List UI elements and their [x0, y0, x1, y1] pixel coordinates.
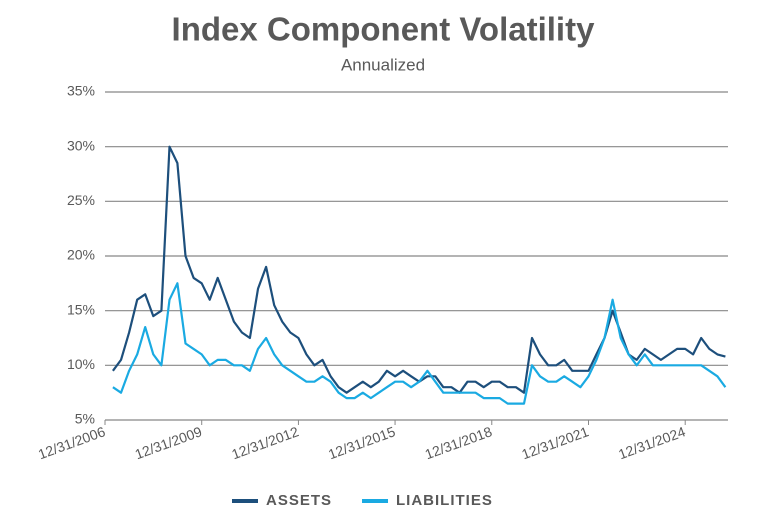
- y-tick-label: 10%: [67, 356, 95, 372]
- x-tick-label: 12/31/2012: [229, 423, 301, 462]
- x-tick-label: 12/31/2009: [133, 423, 205, 462]
- x-tick-label: 12/31/2024: [616, 423, 688, 462]
- chart-title: Index Component Volatility: [172, 11, 596, 48]
- x-tick-label: 12/31/2018: [423, 423, 495, 462]
- y-tick-label: 25%: [67, 192, 95, 208]
- y-tick-label: 5%: [75, 411, 95, 427]
- y-tick-label: 30%: [67, 137, 95, 153]
- y-tick-label: 15%: [67, 301, 95, 317]
- series-line: [112, 145, 726, 394]
- chart-subtitle: Annualized: [341, 55, 425, 74]
- x-tick-label: 12/31/2006: [36, 423, 108, 462]
- legend-label: LIABILITIES: [396, 492, 493, 509]
- x-tick-label: 12/31/2015: [326, 423, 398, 462]
- y-tick-label: 20%: [67, 247, 95, 263]
- x-tick-label: 12/31/2021: [519, 423, 591, 462]
- y-tick-label: 35%: [67, 83, 95, 99]
- legend-label: ASSETS: [266, 492, 332, 509]
- series-line: [112, 282, 727, 405]
